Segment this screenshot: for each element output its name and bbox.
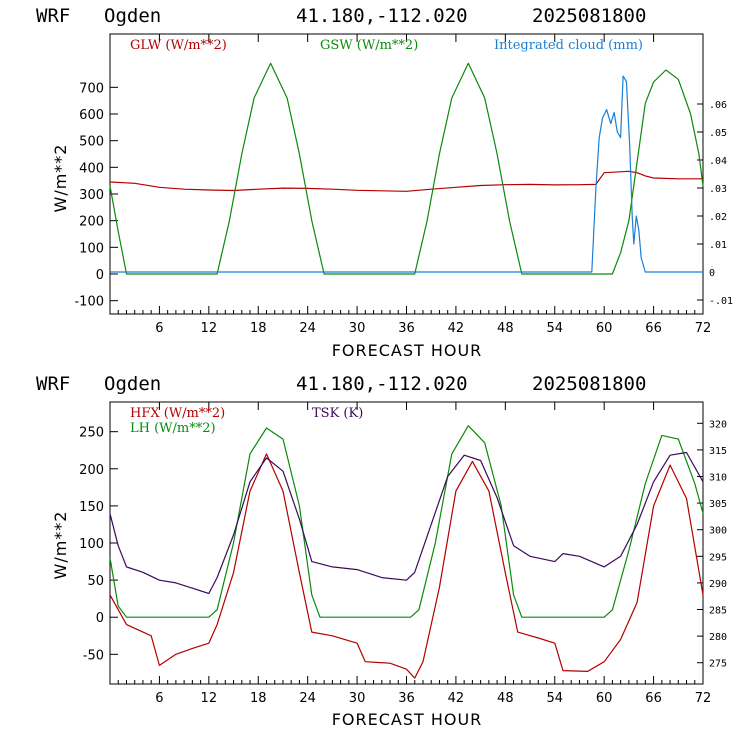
bottom-panel-header: WRF Ogden 41.180,-112.020 2025081800 — [36, 373, 646, 395]
y-tick-label: 500 — [79, 135, 104, 150]
y-tick-label: 250 — [79, 426, 104, 441]
x-tick-label: 54 — [546, 321, 563, 336]
right-y-tick-label: 320 — [709, 419, 727, 430]
top-init-label: 2025081800 — [532, 5, 646, 27]
x-tick-label: 12 — [201, 691, 218, 706]
bottom-init-label: 2025081800 — [532, 373, 646, 395]
x-tick-label: 48 — [497, 691, 514, 706]
y-tick-label: 200 — [79, 215, 104, 230]
y-tick-label: 700 — [79, 81, 104, 96]
series-line-tsk — [109, 451, 704, 595]
y-tick-label: 400 — [79, 161, 104, 176]
legend-entry-hfx: HFX (W/m**2) — [130, 406, 225, 421]
right-y-tick-label: 290 — [709, 579, 727, 590]
series-line-hfx — [109, 453, 704, 679]
right-y-tick-label: .04 — [709, 156, 727, 167]
x-tick-label: 24 — [299, 691, 316, 706]
right-y-tick-label: .06 — [709, 100, 727, 111]
y-tick-label: 600 — [79, 108, 104, 123]
legend-entry-glw: GLW (W/m**2) — [130, 38, 227, 53]
right-y-tick-label: 310 — [709, 472, 727, 483]
right-y-tick-label: 275 — [709, 659, 727, 670]
bottom-site-label: Ogden — [104, 373, 161, 395]
y-tick-label: 0 — [96, 268, 104, 283]
right-y-tick-label: 295 — [709, 552, 727, 563]
y-tick-label: -50 — [83, 648, 104, 663]
top-y-axis-label: W/m**2 — [51, 144, 70, 213]
x-tick-label: 48 — [497, 321, 514, 336]
legend-entry-lh: LH (W/m**2) — [130, 421, 216, 436]
x-tick-label: 24 — [299, 321, 316, 336]
right-y-tick-label: 0 — [709, 268, 715, 279]
legend-entry-tsk: TSK (K) — [312, 406, 363, 421]
top-site-label: Ogden — [104, 5, 161, 27]
y-tick-label: 100 — [79, 241, 104, 256]
top-panel-header: WRF Ogden 41.180,-112.020 2025081800 — [36, 5, 646, 27]
right-y-tick-label: 315 — [709, 446, 727, 457]
x-tick-label: 6 — [155, 321, 163, 336]
y-tick-label: -100 — [74, 295, 104, 310]
bottom-coords-label: 41.180,-112.020 — [296, 373, 468, 395]
x-tick-label: 72 — [695, 691, 712, 706]
x-tick-label: 30 — [349, 691, 366, 706]
bottom-panel: 6 12 18 24 30 36 42 48 54 60 66 72 -50 0 50 100 150 200 25… — [79, 401, 727, 706]
series-line-glw — [109, 170, 703, 192]
top-coords-label: 41.180,-112.020 — [296, 5, 468, 27]
series-line-gsw — [109, 62, 704, 275]
y-tick-label: 50 — [87, 574, 104, 589]
x-tick-label: 60 — [596, 691, 613, 706]
x-tick-label: 36 — [398, 691, 415, 706]
y-tick-label: 200 — [79, 463, 104, 478]
right-y-tick-label: -.01 — [709, 296, 733, 307]
top-model-label: WRF — [36, 5, 70, 27]
right-y-tick-label: 280 — [709, 632, 727, 643]
series-line-cloud — [110, 75, 703, 273]
bottom-model-label: WRF — [36, 373, 70, 395]
x-tick-label: 42 — [448, 691, 465, 706]
top-x-axis-label: FORECAST HOUR — [332, 341, 483, 360]
legend-entry-cloud: Integrated cloud (mm) — [494, 38, 643, 53]
right-y-tick-label: 305 — [709, 499, 727, 510]
x-tick-label: 66 — [645, 321, 662, 336]
top-panel: 6 12 18 24 30 36 42 48 54 60 66 72 -100 0 100 200 300 400… — [74, 33, 733, 336]
bottom-x-axis-label: FORECAST HOUR — [332, 710, 483, 729]
right-y-tick-label: .01 — [709, 240, 727, 251]
x-tick-label: 18 — [250, 321, 267, 336]
y-tick-label: 0 — [96, 611, 104, 626]
y-tick-label: 300 — [79, 188, 104, 203]
right-y-tick-label: .03 — [709, 184, 727, 195]
right-y-tick-label: .02 — [709, 212, 727, 223]
x-tick-label: 72 — [695, 321, 712, 336]
x-tick-label: 54 — [546, 691, 563, 706]
x-tick-label: 6 — [155, 691, 163, 706]
x-tick-label: 60 — [596, 321, 613, 336]
x-tick-label: 18 — [250, 691, 267, 706]
x-tick-label: 30 — [349, 321, 366, 336]
bottom-y-axis-label: W/m**2 — [51, 511, 70, 580]
x-tick-label: 42 — [448, 321, 465, 336]
series-line-lh — [109, 425, 704, 618]
right-y-tick-label: 285 — [709, 606, 727, 617]
right-y-tick-label: .05 — [709, 128, 727, 139]
x-tick-label: 36 — [398, 321, 415, 336]
x-tick-label: 66 — [645, 691, 662, 706]
legend-entry-gsw: GSW (W/m**2) — [320, 38, 418, 53]
y-tick-label: 100 — [79, 537, 104, 552]
x-tick-label: 12 — [201, 321, 218, 336]
y-tick-label: 150 — [79, 500, 104, 515]
right-y-tick-label: 300 — [709, 526, 727, 537]
plot-frame — [109, 401, 704, 685]
